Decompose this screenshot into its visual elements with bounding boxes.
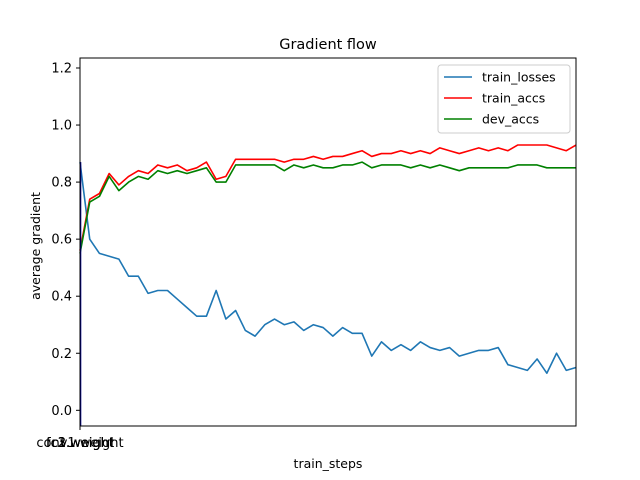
y-tick-label: 1.0 [51,119,72,134]
legend-label-dev_accs: dev_accs [482,112,539,127]
y-tick-label: 0.0 [51,404,72,419]
y-tick-label: 0.6 [51,233,72,248]
series-line-dev_accs [79,161,576,254]
y-axis-label: average gradient [28,192,43,300]
y-tick-label: 0.8 [51,176,72,191]
x-axis: conv1.weightfc1.weightfc2.weightfc3.weig… [36,426,124,451]
legend: train_losses train_accs dev_accs [437,64,571,134]
y-tick-label: 0.2 [51,347,72,362]
y-tick-label: 0.4 [51,290,72,305]
y-tick-label: 1.2 [51,61,72,76]
series-line-train_accs [79,144,577,251]
chart-title: Gradient flow [279,37,377,53]
y-axis: 0.0 0.2 0.4 0.6 0.8 1.0 1.2 [51,61,80,419]
x-tick-label: conv1.weight [36,436,123,451]
legend-box [437,64,571,134]
x-tick-label: fc3.weight [46,436,114,451]
plot-frame [79,57,577,427]
x-axis-label: train_steps [294,456,363,471]
x-tick-label: fc2.weight [46,436,114,451]
series-line-train_losses [79,162,577,375]
x-tick-label: fc1.weight [46,436,114,451]
legend-label-train_accs: train_accs [482,91,545,106]
legend-label-train_losses: train_losses [482,70,556,85]
